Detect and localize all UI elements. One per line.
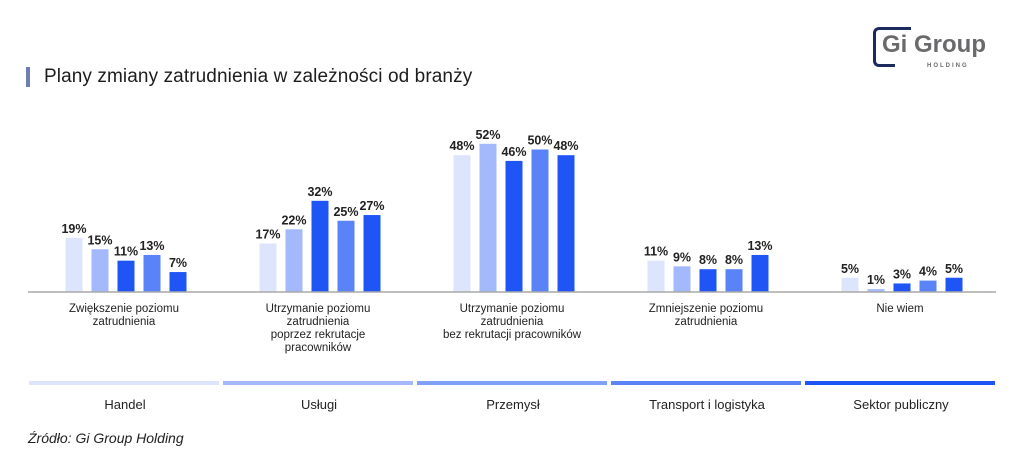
bar: [143, 254, 161, 292]
bar-value-label: 48%: [553, 139, 578, 153]
category-label: Utrzymanie poziomu: [460, 303, 565, 315]
bar: [531, 149, 549, 292]
category-label: Utrzymanie poziomu: [266, 303, 371, 315]
logo-bracket-icon: [873, 27, 895, 67]
bar-value-label: 50%: [527, 134, 552, 148]
bar-value-label: 17%: [255, 228, 280, 242]
bar: [285, 229, 303, 292]
category-label: Nie wiem: [876, 303, 923, 315]
legend-swatch: [223, 381, 413, 385]
legend-label: Handel: [104, 397, 145, 412]
bar: [699, 269, 717, 292]
category-label: zatrudnienia: [481, 316, 544, 328]
bar: [557, 155, 575, 292]
bar: [65, 237, 83, 292]
bar-value-label: 5%: [945, 262, 963, 276]
legend-swatch: [417, 381, 607, 385]
category-label: zatrudnienia: [287, 316, 350, 328]
bar: [919, 280, 937, 292]
bar: [841, 277, 859, 292]
bar: [505, 160, 523, 292]
title-accent-bar: [26, 67, 30, 87]
legend-label: Sektor publiczny: [853, 397, 949, 412]
bar-value-label: 48%: [449, 139, 474, 153]
legend-swatch: [29, 381, 219, 385]
category-label: zatrudnienia: [675, 316, 738, 328]
bar-value-label: 13%: [747, 239, 772, 253]
bars-layer: 19%15%11% 13%7%17%22%32%25% 27%48%52%46%50…: [61, 128, 963, 292]
bar-value-label: 32%: [307, 185, 332, 199]
source-note: Źródło: Gi Group Holding: [28, 430, 184, 446]
bar: [945, 277, 963, 292]
legend-label: Transport i logistyka: [649, 397, 766, 412]
logo-bracket-top-icon: [891, 27, 911, 30]
bar-value-label: 8%: [699, 253, 717, 267]
bar: [311, 200, 329, 292]
bar-value-label: 4%: [919, 265, 937, 279]
chart-title-block: Plany zmiany zatrudnienia w zależności o…: [26, 66, 472, 88]
bar-value-label: 52%: [475, 128, 500, 142]
bar-value-label: 8%: [725, 253, 743, 267]
chart-title: Plany zmiany zatrudnienia w zależności o…: [44, 66, 473, 87]
bar-value-label: 15%: [87, 233, 112, 247]
bar-value-label: 19%: [61, 222, 86, 236]
bar-value-label: 25%: [333, 205, 358, 219]
gi-group-logo: Gi Group HOLDING: [873, 27, 1003, 75]
bar-value-label: 3%: [893, 267, 911, 281]
bar-value-label: 13%: [139, 239, 164, 253]
bar: [867, 289, 885, 292]
bar: [453, 155, 471, 292]
bar: [725, 269, 743, 292]
legend: Handel Usługi Przemysł Transport i logistyk…: [29, 381, 995, 412]
category-label: poprzez rekrutacje: [271, 329, 366, 341]
bar: [259, 243, 277, 292]
bar-value-label: 1%: [867, 273, 885, 287]
bar-value-label: 5%: [841, 262, 859, 276]
category-label: bez rekrutacji pracowników: [443, 329, 582, 341]
bar: [893, 283, 911, 292]
legend-label: Usługi: [301, 397, 337, 412]
category-labels: Zwiększenie poziomuzatrudnieniaUtrzymani…: [69, 303, 924, 354]
bar-value-label: 11%: [644, 245, 668, 259]
category-label: Zwiększenie poziomu: [69, 303, 179, 315]
bar: [647, 260, 665, 292]
category-label: zatrudnienia: [93, 316, 156, 328]
bar: [751, 254, 769, 292]
bar: [363, 215, 381, 292]
bar-value-label: 22%: [281, 213, 306, 227]
bar: [673, 266, 691, 292]
bar: [479, 143, 497, 292]
legend-swatch: [611, 381, 801, 385]
bar: [91, 249, 109, 292]
bar-value-label: 46%: [501, 145, 526, 159]
category-label: pracowników: [285, 342, 352, 354]
bar: [337, 220, 355, 292]
bar: [117, 260, 135, 292]
bar-value-label: 9%: [673, 250, 691, 264]
bar-value-label: 11%: [114, 245, 138, 259]
logo-subtext: HOLDING: [927, 63, 969, 69]
bar: [169, 272, 187, 292]
category-label: Zmniejszenie poziomu: [649, 303, 763, 315]
bar-value-label: 7%: [169, 256, 187, 270]
logo-text: Gi Group: [882, 31, 986, 58]
legend-label: Przemysł: [486, 397, 540, 412]
legend-swatch: [805, 381, 995, 385]
bar-value-label: 27%: [359, 199, 384, 213]
